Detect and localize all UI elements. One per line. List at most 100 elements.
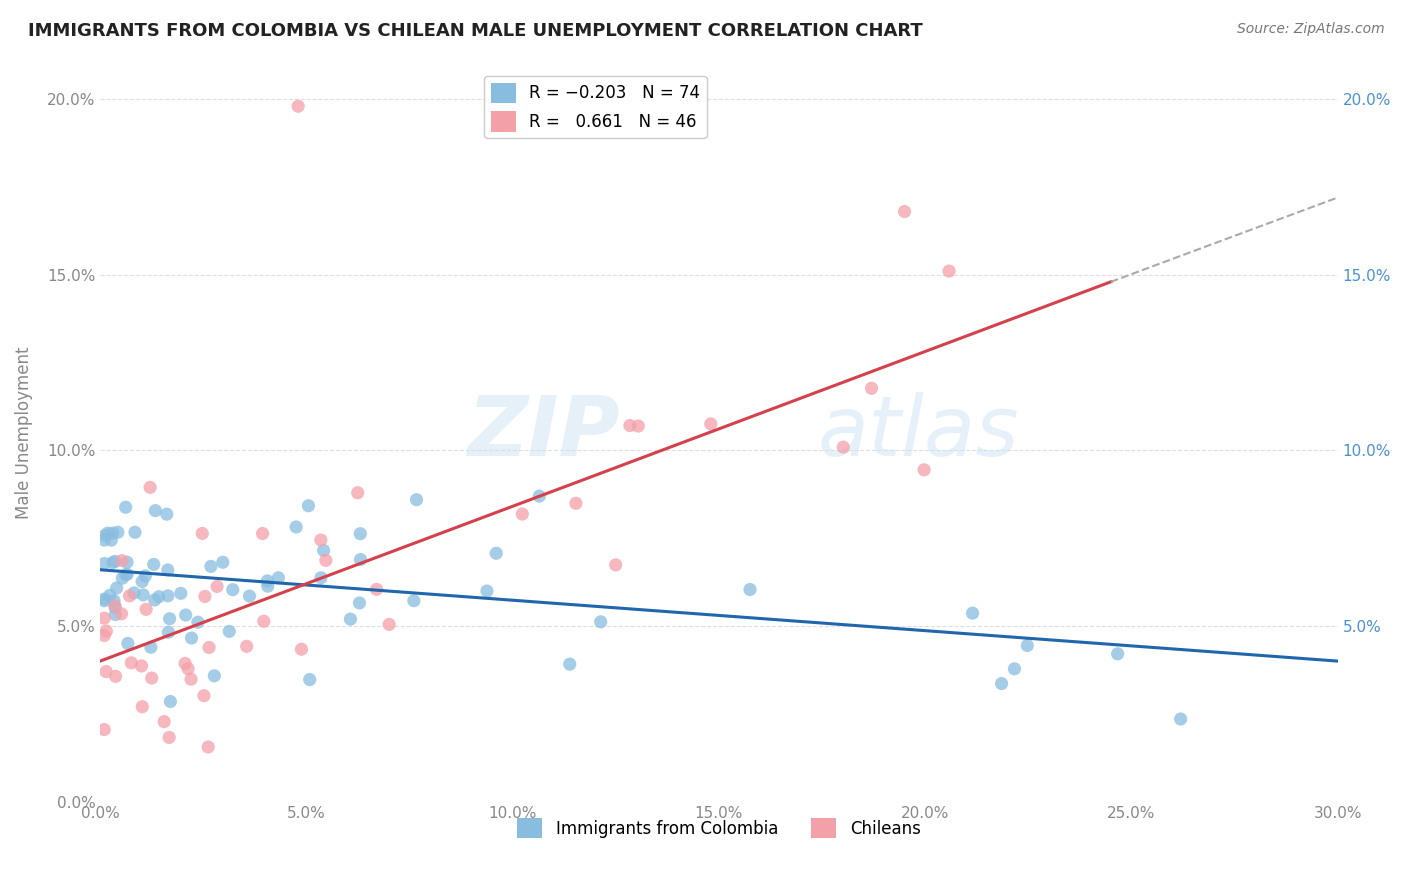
Point (253, 615, 276, 629)
Point (349, 596, 371, 610)
Point (297, 499, 319, 513)
Point (156, 563, 179, 577)
Point (202, 669, 225, 683)
Point (558, 657, 581, 672)
Point (738, 582, 761, 597)
Point (141, 671, 163, 685)
Point (378, 617, 401, 632)
Point (96, 624, 118, 638)
Point (104, 599, 127, 613)
Point (118, 589, 141, 603)
Point (475, 584, 498, 599)
Point (101, 526, 124, 541)
Point (156, 507, 179, 521)
Point (131, 699, 153, 714)
Point (938, 264, 960, 278)
Point (104, 607, 127, 622)
Point (159, 694, 181, 708)
Text: ZIP: ZIP (467, 392, 620, 474)
Point (115, 555, 138, 569)
Point (111, 571, 134, 585)
Point (198, 640, 221, 655)
Point (100, 533, 122, 547)
Point (111, 554, 134, 568)
Point (131, 659, 153, 673)
Point (157, 625, 180, 640)
Point (627, 419, 650, 434)
Point (346, 485, 368, 500)
Point (97, 526, 120, 541)
Point (143, 593, 166, 607)
Point (156, 589, 179, 603)
Point (191, 526, 214, 541)
Point (103, 593, 125, 607)
Point (485, 546, 508, 560)
Point (104, 669, 127, 683)
Point (180, 631, 202, 645)
Point (157, 731, 180, 745)
Point (105, 581, 128, 595)
Point (93, 628, 115, 642)
Point (124, 525, 146, 540)
Point (309, 571, 332, 585)
Point (287, 99, 309, 113)
Point (193, 689, 215, 703)
Point (104, 600, 127, 615)
Point (405, 492, 427, 507)
Y-axis label: Male Unemployment: Male Unemployment (15, 347, 32, 519)
Point (366, 582, 388, 597)
Point (1107, 647, 1129, 661)
Point (142, 558, 165, 572)
Point (94, 528, 117, 542)
Point (148, 590, 170, 604)
Point (256, 579, 278, 593)
Point (349, 552, 371, 566)
Point (174, 657, 197, 671)
Point (309, 533, 332, 547)
Point (197, 739, 219, 754)
Point (122, 586, 145, 600)
Point (114, 500, 136, 515)
Point (510, 507, 533, 521)
Point (962, 606, 984, 620)
Point (1017, 639, 1039, 653)
Point (893, 204, 915, 219)
Point (170, 586, 193, 600)
Point (139, 640, 162, 655)
Point (115, 567, 138, 582)
Point (134, 569, 156, 583)
Point (117, 636, 139, 650)
Point (700, 417, 723, 431)
Point (120, 656, 142, 670)
Point (235, 640, 257, 654)
Point (107, 525, 129, 540)
Point (349, 526, 371, 541)
Point (402, 593, 425, 607)
Point (96, 665, 118, 679)
Point (194, 590, 217, 604)
Point (205, 579, 228, 593)
Point (267, 571, 290, 585)
Point (93, 533, 115, 547)
Point (211, 555, 233, 569)
Point (93, 592, 115, 607)
Point (153, 714, 176, 729)
Point (589, 615, 612, 629)
Point (131, 574, 153, 589)
Point (298, 673, 321, 687)
Point (174, 608, 197, 623)
Point (104, 554, 127, 568)
Point (252, 526, 274, 541)
Point (187, 615, 209, 630)
Point (1004, 662, 1026, 676)
Point (180, 672, 202, 686)
Point (114, 567, 136, 582)
Point (339, 612, 361, 626)
Point (139, 480, 162, 494)
Point (315, 553, 337, 567)
Point (832, 440, 855, 454)
Point (312, 543, 335, 558)
Point (159, 612, 181, 626)
Legend: Immigrants from Colombia, Chileans: Immigrants from Colombia, Chileans (510, 811, 927, 845)
Point (565, 496, 588, 510)
